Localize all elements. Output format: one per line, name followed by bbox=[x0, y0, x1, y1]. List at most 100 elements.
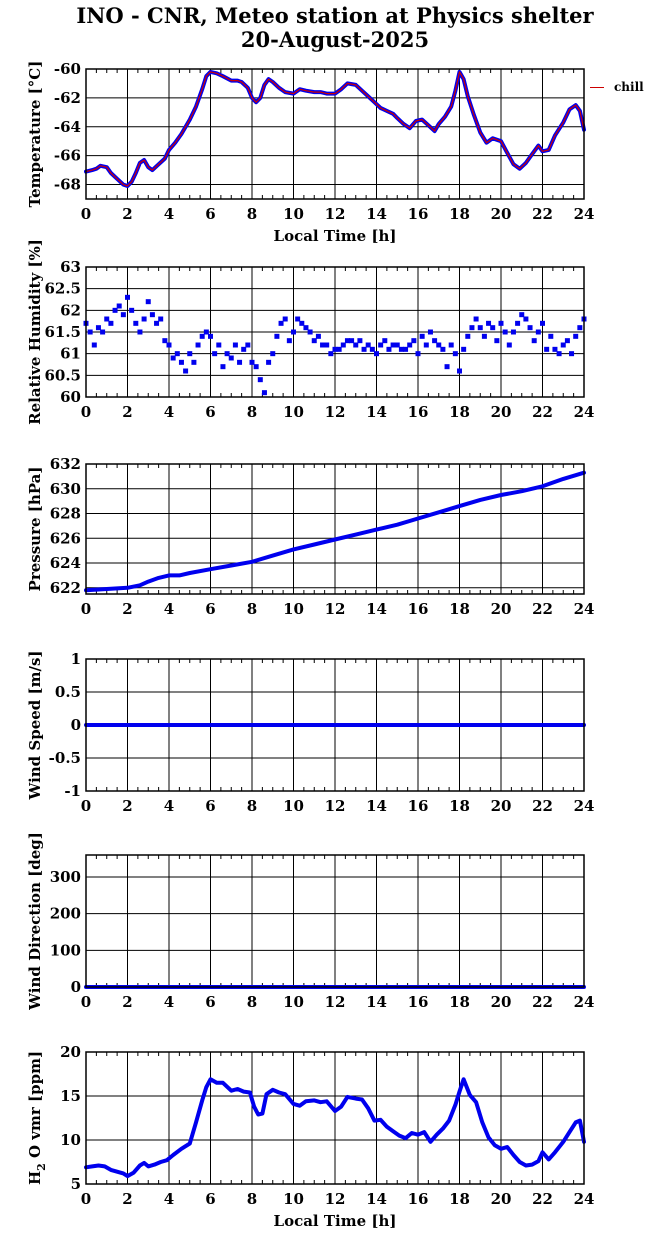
data-point bbox=[436, 342, 442, 348]
data-point bbox=[390, 342, 396, 348]
x-tick-label: 16 bbox=[408, 600, 429, 618]
data-point bbox=[394, 342, 400, 348]
data-point bbox=[232, 342, 238, 348]
plot-frame bbox=[85, 1051, 585, 1185]
x-tick-label: 8 bbox=[247, 1190, 257, 1208]
data-point bbox=[137, 329, 143, 335]
data-point bbox=[423, 342, 429, 348]
y-tick-label: 60.5 bbox=[44, 366, 81, 384]
data-point bbox=[494, 338, 500, 344]
data-point bbox=[141, 316, 147, 322]
data-point bbox=[145, 299, 151, 305]
data-point bbox=[224, 351, 230, 357]
x-tick-label: 10 bbox=[283, 993, 304, 1011]
data-point bbox=[427, 329, 433, 335]
data-point bbox=[349, 338, 355, 344]
data-point bbox=[523, 316, 529, 322]
series-line bbox=[84, 470, 586, 593]
data-point bbox=[374, 351, 379, 357]
data-point bbox=[486, 320, 492, 326]
data-point bbox=[353, 342, 359, 348]
data-point bbox=[257, 377, 263, 383]
x-tick-label: 8 bbox=[247, 993, 257, 1011]
data-point bbox=[191, 359, 197, 365]
x-tick-label: 18 bbox=[449, 205, 470, 223]
y-tick-label: -0.5 bbox=[49, 749, 81, 767]
data-point bbox=[403, 346, 409, 352]
data-point bbox=[183, 368, 189, 374]
data-point bbox=[203, 329, 209, 335]
plot-frame bbox=[85, 658, 585, 792]
x-tick-label: 10 bbox=[283, 1190, 304, 1208]
x-tick-label: 0 bbox=[81, 797, 91, 815]
x-tick-label: 12 bbox=[325, 403, 346, 421]
data-point bbox=[299, 320, 305, 326]
data-point bbox=[531, 338, 537, 344]
data-point bbox=[266, 359, 272, 365]
data-point bbox=[87, 329, 93, 335]
y-tick-label: 622 bbox=[50, 579, 81, 597]
x-tick-label: 0 bbox=[81, 205, 91, 223]
series-line-chill bbox=[85, 71, 585, 187]
data-point bbox=[162, 338, 168, 344]
x-tick-label: 22 bbox=[532, 1190, 553, 1208]
x-tick-label: 20 bbox=[491, 205, 512, 223]
x-tick-label: 6 bbox=[205, 403, 215, 421]
x-tick-label: 20 bbox=[491, 403, 512, 421]
data-point bbox=[95, 325, 101, 331]
y-tick-label: 20 bbox=[60, 1043, 81, 1061]
x-tick-label: 0 bbox=[81, 600, 91, 618]
y-tick-label: -66 bbox=[54, 147, 81, 165]
data-point bbox=[129, 307, 135, 313]
y-tick-label: 5 bbox=[71, 1175, 81, 1193]
y-tick-label: 0.5 bbox=[55, 683, 81, 701]
x-tick-label: 22 bbox=[532, 403, 553, 421]
data-point bbox=[556, 351, 562, 357]
x-tick-label: 6 bbox=[205, 600, 215, 618]
y-tick-label: 0 bbox=[71, 978, 81, 996]
data-point bbox=[174, 351, 180, 357]
data-point bbox=[315, 333, 321, 339]
x-tick-label: 0 bbox=[81, 1190, 91, 1208]
data-point bbox=[457, 368, 462, 374]
x-tick-label: 22 bbox=[532, 600, 553, 618]
data-point bbox=[548, 333, 554, 339]
data-point bbox=[519, 312, 525, 318]
data-point bbox=[324, 342, 330, 348]
data-point bbox=[241, 346, 247, 352]
x-tick-label: 14 bbox=[366, 993, 387, 1011]
legend-swatch-chill bbox=[590, 87, 604, 88]
x-tick-label: 16 bbox=[408, 403, 429, 421]
data-point bbox=[120, 312, 126, 318]
y-axis-label: Wind Speed [m/s] bbox=[26, 650, 44, 800]
data-point bbox=[365, 342, 371, 348]
data-point bbox=[199, 333, 205, 339]
data-point bbox=[477, 325, 483, 331]
x-tick-label: 2 bbox=[122, 205, 132, 223]
data-point bbox=[104, 316, 110, 322]
y-tick-label: -64 bbox=[54, 118, 81, 136]
y-tick-label: 630 bbox=[50, 480, 81, 498]
data-point bbox=[432, 338, 438, 344]
data-point bbox=[228, 355, 234, 361]
x-tick-label: 12 bbox=[325, 205, 346, 223]
x-tick-label: 6 bbox=[205, 993, 215, 1011]
data-point bbox=[481, 333, 487, 339]
data-point bbox=[440, 346, 446, 352]
x-tick-label: 16 bbox=[408, 205, 429, 223]
x-tick-label: 14 bbox=[366, 1190, 387, 1208]
data-point bbox=[361, 346, 367, 352]
y-tick-label: 626 bbox=[50, 529, 81, 547]
y-tick-label: -60 bbox=[54, 60, 81, 78]
y-tick-label: 100 bbox=[50, 941, 81, 959]
x-tick-label: 10 bbox=[283, 600, 304, 618]
x-tick-label: 6 bbox=[205, 797, 215, 815]
data-point bbox=[249, 359, 255, 365]
y-tick-label: 62 bbox=[60, 301, 81, 319]
y-tick-label: 60 bbox=[60, 388, 81, 406]
data-point bbox=[419, 333, 425, 339]
x-tick-label: 18 bbox=[449, 993, 470, 1011]
data-point bbox=[274, 333, 280, 339]
data-point bbox=[216, 342, 222, 348]
